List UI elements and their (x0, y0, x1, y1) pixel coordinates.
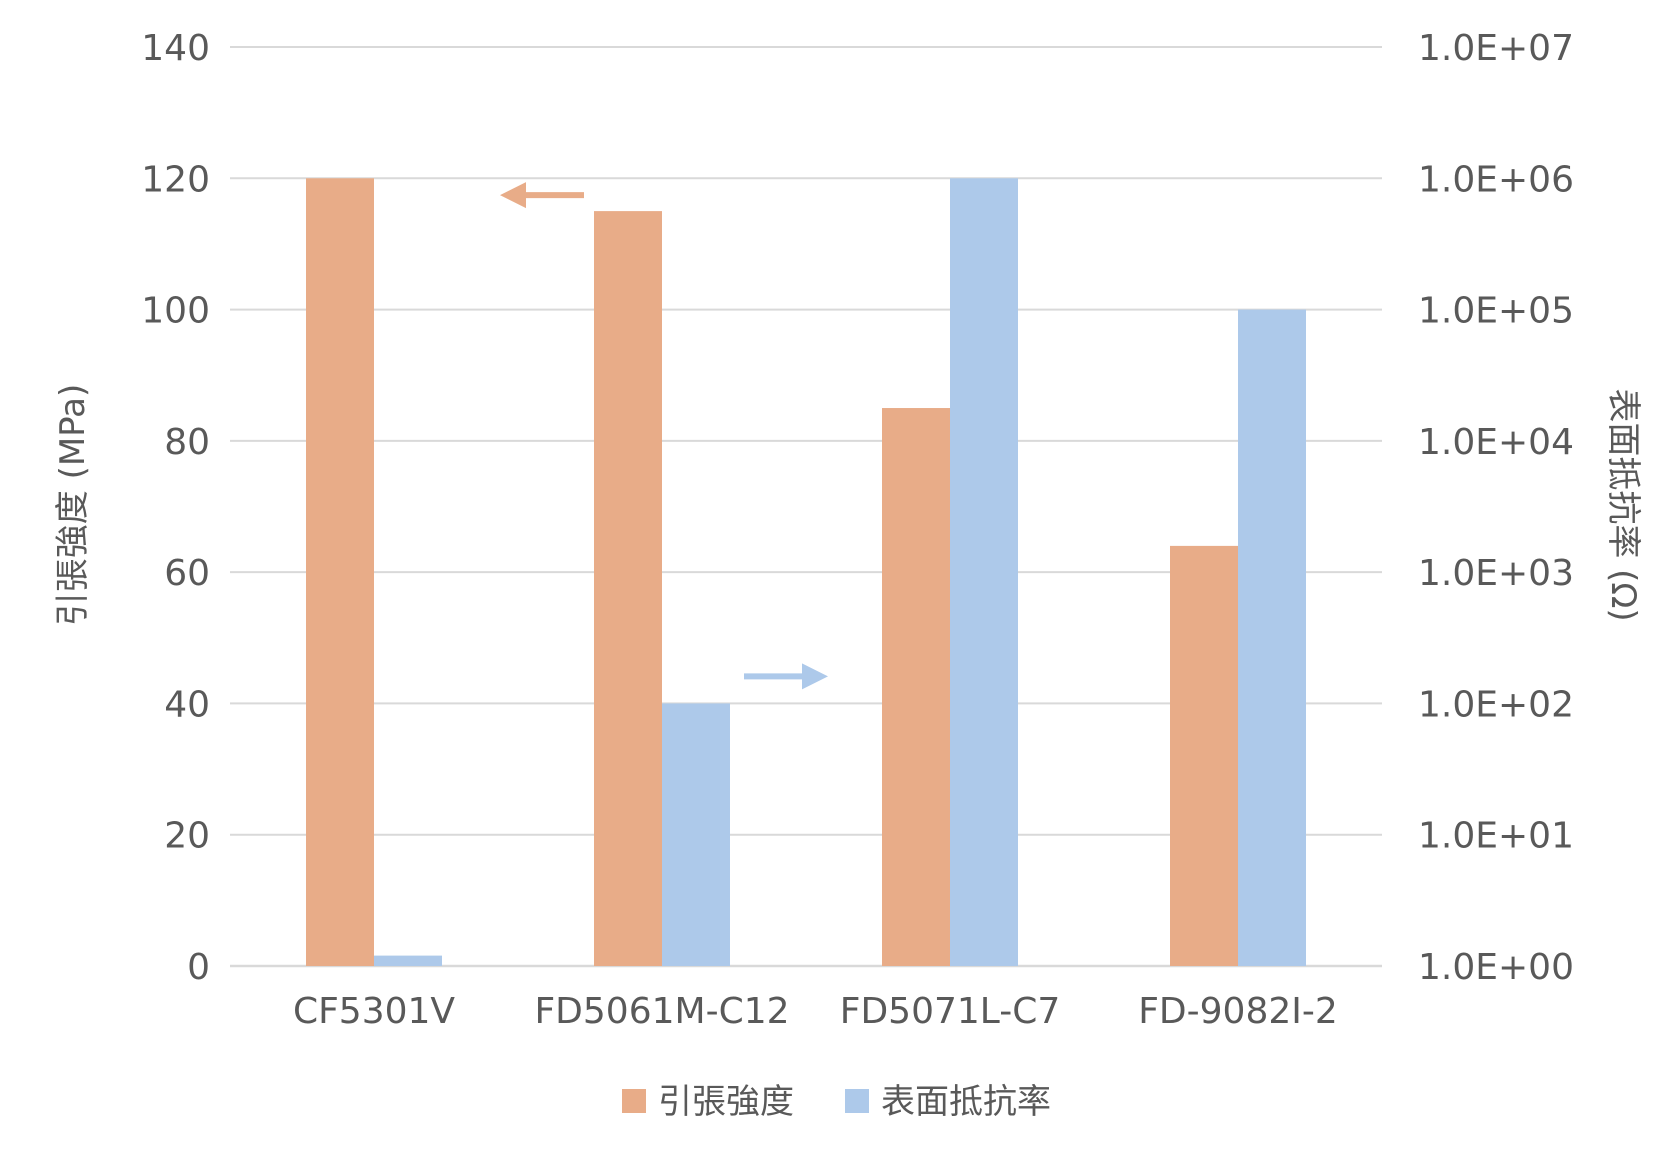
bar-tensile-strength (882, 408, 950, 966)
category-label: FD5071L-C7 (840, 991, 1061, 1032)
right-tick-label: 1.0E+06 (1418, 159, 1574, 200)
right-tick-label: 1.0E+07 (1418, 28, 1574, 69)
bar-tensile-strength (1170, 545, 1238, 966)
right-tick-label: 1.0E+01 (1418, 816, 1574, 857)
bar-surface-resistivity (374, 955, 442, 966)
left-tick-label: 0 (187, 947, 210, 988)
bar-surface-resistivity (1238, 309, 1306, 967)
legend-swatch (622, 1089, 646, 1113)
right-tick-label: 1.0E+05 (1418, 291, 1574, 332)
right-axis-tick-labels: 1.0E+00 1.0E+01 1.0E+02 1.0E+03 1.0E+04 1.0E+… (1418, 28, 1574, 988)
left-arrow-icon (500, 182, 526, 209)
category-label: FD5061M-C12 (534, 991, 789, 1032)
legend-label: 表面抵抗率 (881, 1082, 1051, 1122)
left-tick-label: 120 (141, 159, 210, 200)
left-tick-label: 140 (141, 28, 210, 69)
right-axis-title: 表面抵抗率 (Ω) (1603, 388, 1643, 621)
left-tick-label: 40 (164, 684, 210, 725)
bar-surface-resistivity (950, 178, 1018, 967)
right-tick-label: 1.0E+02 (1418, 684, 1574, 725)
left-axis-title: 引張強度 (MPa) (53, 384, 93, 626)
bar-surface-resistivity (662, 703, 730, 966)
left-tick-label: 20 (164, 816, 210, 857)
left-axis-tick-labels: 0 20 40 60 80 100 120 140 (141, 28, 210, 988)
legend-swatch (845, 1089, 869, 1113)
bar-tensile-strength (306, 178, 374, 967)
left-tick-label: 80 (164, 422, 210, 463)
right-tick-label: 1.0E+03 (1418, 553, 1574, 594)
legend: 引張強度 表面抵抗率 (622, 1082, 1051, 1122)
right-tick-label: 1.0E+04 (1418, 422, 1574, 463)
right-arrow-icon (802, 663, 828, 690)
bar-tensile-strength (594, 211, 662, 966)
left-tick-label: 100 (141, 291, 210, 332)
category-label: CF5301V (293, 991, 455, 1032)
bars (306, 178, 1306, 967)
category-label: FD-9082I-2 (1138, 991, 1338, 1032)
category-labels: CF5301V FD5061M-C12 FD5071L-C7 FD-9082I-2 (293, 991, 1338, 1032)
right-tick-label: 1.0E+00 (1418, 947, 1574, 988)
left-tick-label: 60 (164, 553, 210, 594)
legend-label: 引張強度 (658, 1082, 794, 1122)
axis-indicator-arrows (500, 182, 828, 690)
